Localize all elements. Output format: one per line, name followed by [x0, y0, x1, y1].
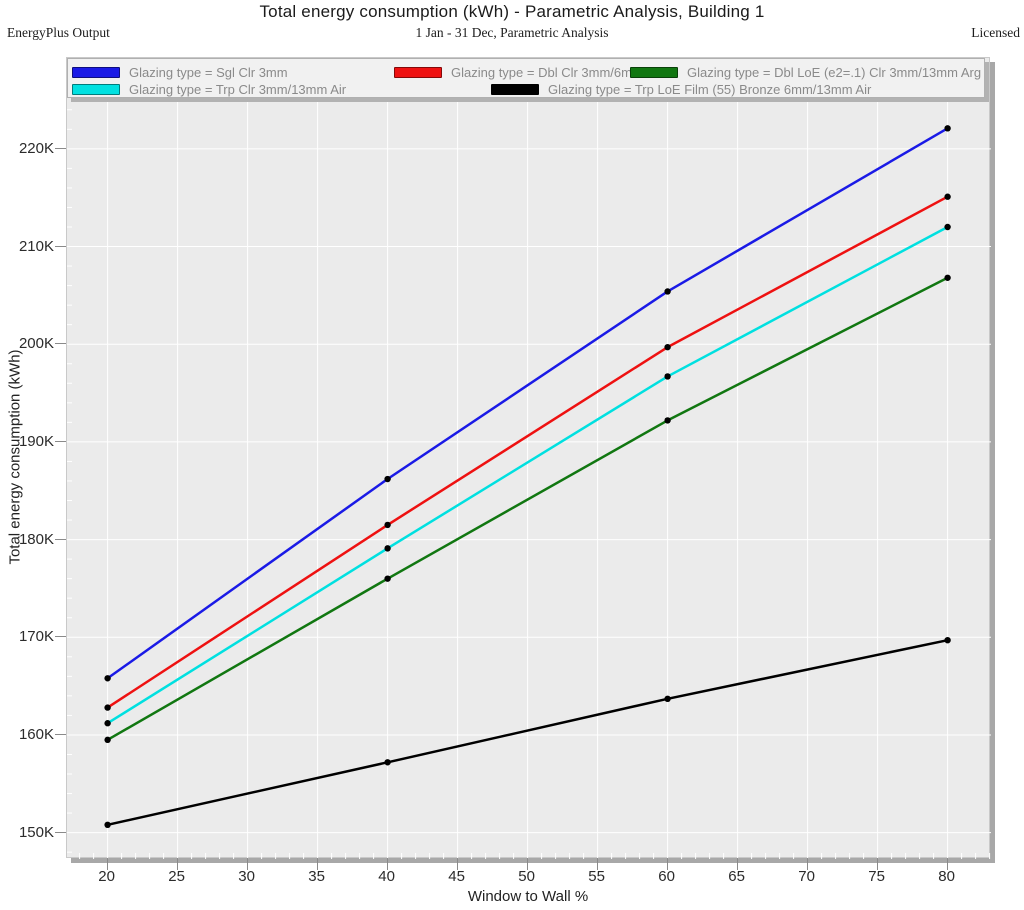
plot-area: Glazing type = Sgl Clr 3mm Glazing type =… — [66, 57, 991, 859]
data-point — [944, 125, 951, 132]
subtitle-row: EnergyPlus Output 1 Jan - 31 Dec, Parame… — [0, 25, 1024, 43]
data-point — [944, 636, 951, 644]
x-tick-label: 25 — [168, 868, 185, 885]
x-axis-tick — [666, 858, 668, 870]
series-line-4 — [106, 638, 949, 827]
y-tick-label: 210K — [18, 237, 54, 255]
legend-label: Glazing type = Dbl LoE (e2=.1) Clr 3mm/1… — [687, 64, 982, 80]
x-axis-title: Window to Wall % — [467, 888, 589, 905]
legend-label: Glazing type = Trp Clr 3mm/13mm Air — [129, 81, 347, 97]
legend-swatch-icon — [630, 66, 678, 78]
data-point — [944, 223, 951, 231]
x-axis-tick — [526, 858, 528, 870]
legend-box: Glazing type = Sgl Clr 3mm Glazing type =… — [67, 58, 985, 98]
series-line-0 — [106, 127, 949, 680]
legend-swatch-icon — [72, 66, 120, 78]
data-point — [664, 373, 671, 380]
legend-swatch-icon — [491, 83, 539, 95]
x-axis-tick — [316, 858, 318, 870]
legend-item: Glazing type = Trp LoE Film (55) Bronze … — [491, 81, 871, 97]
x-tick-label: 45 — [448, 868, 465, 885]
data-point — [104, 720, 111, 727]
program-name-label: EnergyPlus Output — [7, 25, 110, 40]
data-point — [384, 545, 391, 552]
legend-item: Glazing type = Trp Clr 3mm/13mm Air — [72, 81, 346, 97]
x-axis-tick — [456, 858, 458, 870]
y-axis-tick — [55, 343, 66, 345]
y-axis-tick — [55, 440, 66, 442]
x-axis-tick — [596, 858, 598, 870]
x-tick-label: 20 — [98, 868, 115, 885]
legend-swatch-icon — [72, 83, 120, 95]
y-axis-title: Total energy consumption (kWh) — [6, 349, 24, 565]
data-point — [384, 575, 391, 582]
x-tick-label: 75 — [868, 868, 885, 885]
data-point — [664, 343, 671, 351]
x-tick-label: 50 — [518, 868, 535, 885]
x-tick-label: 30 — [238, 868, 255, 885]
legend-item: Glazing type = Sgl Clr 3mm — [72, 64, 288, 80]
legend-item: Glazing type = Dbl LoE (e2=.1) Clr 3mm/1… — [630, 64, 981, 80]
x-tick-label: 40 — [378, 868, 395, 885]
chart-canvas — [67, 58, 991, 859]
x-tick-label: 55 — [588, 868, 605, 885]
x-axis-tick — [736, 858, 738, 870]
y-axis-tick — [55, 733, 66, 735]
period-label: 1 Jan - 31 Dec, Parametric Analysis — [415, 25, 609, 40]
data-point — [104, 675, 111, 682]
x-tick-label: 65 — [728, 868, 745, 885]
data-point — [104, 821, 111, 829]
legend-swatch-icon — [394, 66, 442, 78]
x-axis-tick — [946, 858, 948, 870]
x-tick-label: 70 — [798, 868, 815, 885]
series-line-3 — [106, 225, 949, 725]
y-axis-tick — [55, 147, 66, 149]
x-tick-label: 35 — [308, 868, 325, 885]
y-axis-tick — [55, 245, 66, 247]
x-axis-tick — [106, 858, 108, 870]
data-point — [664, 288, 671, 295]
y-tick-label: 220K — [18, 139, 54, 157]
y-tick-label: 150K — [18, 823, 54, 841]
x-axis-tick — [806, 858, 808, 870]
license-label: Licensed — [971, 25, 1020, 40]
legend-item: Glazing type = Dbl Clr 3mm/6mm Air — [394, 64, 662, 80]
y-tick-label: 170K — [18, 628, 54, 646]
x-axis-tick — [176, 858, 178, 870]
data-point — [104, 704, 111, 711]
data-point — [664, 417, 671, 424]
y-axis-tick — [55, 636, 66, 638]
y-tick-label: 190K — [18, 432, 54, 450]
legend-label: Glazing type = Dbl Clr 3mm/6mm Air — [451, 64, 662, 80]
x-axis-tick — [246, 858, 248, 870]
data-point — [944, 193, 951, 200]
data-point — [944, 274, 951, 281]
x-tick-label: 80 — [938, 868, 955, 885]
y-axis-tick — [55, 831, 66, 833]
data-point — [104, 736, 111, 744]
series-line-1 — [106, 195, 949, 709]
y-tick-label: 200K — [18, 335, 54, 353]
y-tick-label: 180K — [18, 530, 54, 548]
y-axis-tick — [55, 538, 66, 540]
x-tick-label: 60 — [658, 868, 675, 885]
x-axis-tick — [876, 858, 878, 870]
data-point — [384, 521, 391, 529]
legend-label: Glazing type = Trp LoE Film (55) Bronze … — [548, 81, 872, 97]
data-point — [384, 475, 391, 483]
legend-label: Glazing type = Sgl Clr 3mm — [129, 64, 288, 80]
series-line-2 — [106, 276, 949, 742]
x-axis-tick — [386, 858, 388, 870]
page-title: Total energy consumption (kWh) - Paramet… — [259, 2, 765, 21]
data-point — [664, 695, 671, 702]
data-point — [384, 759, 391, 766]
y-tick-label: 160K — [18, 725, 54, 743]
